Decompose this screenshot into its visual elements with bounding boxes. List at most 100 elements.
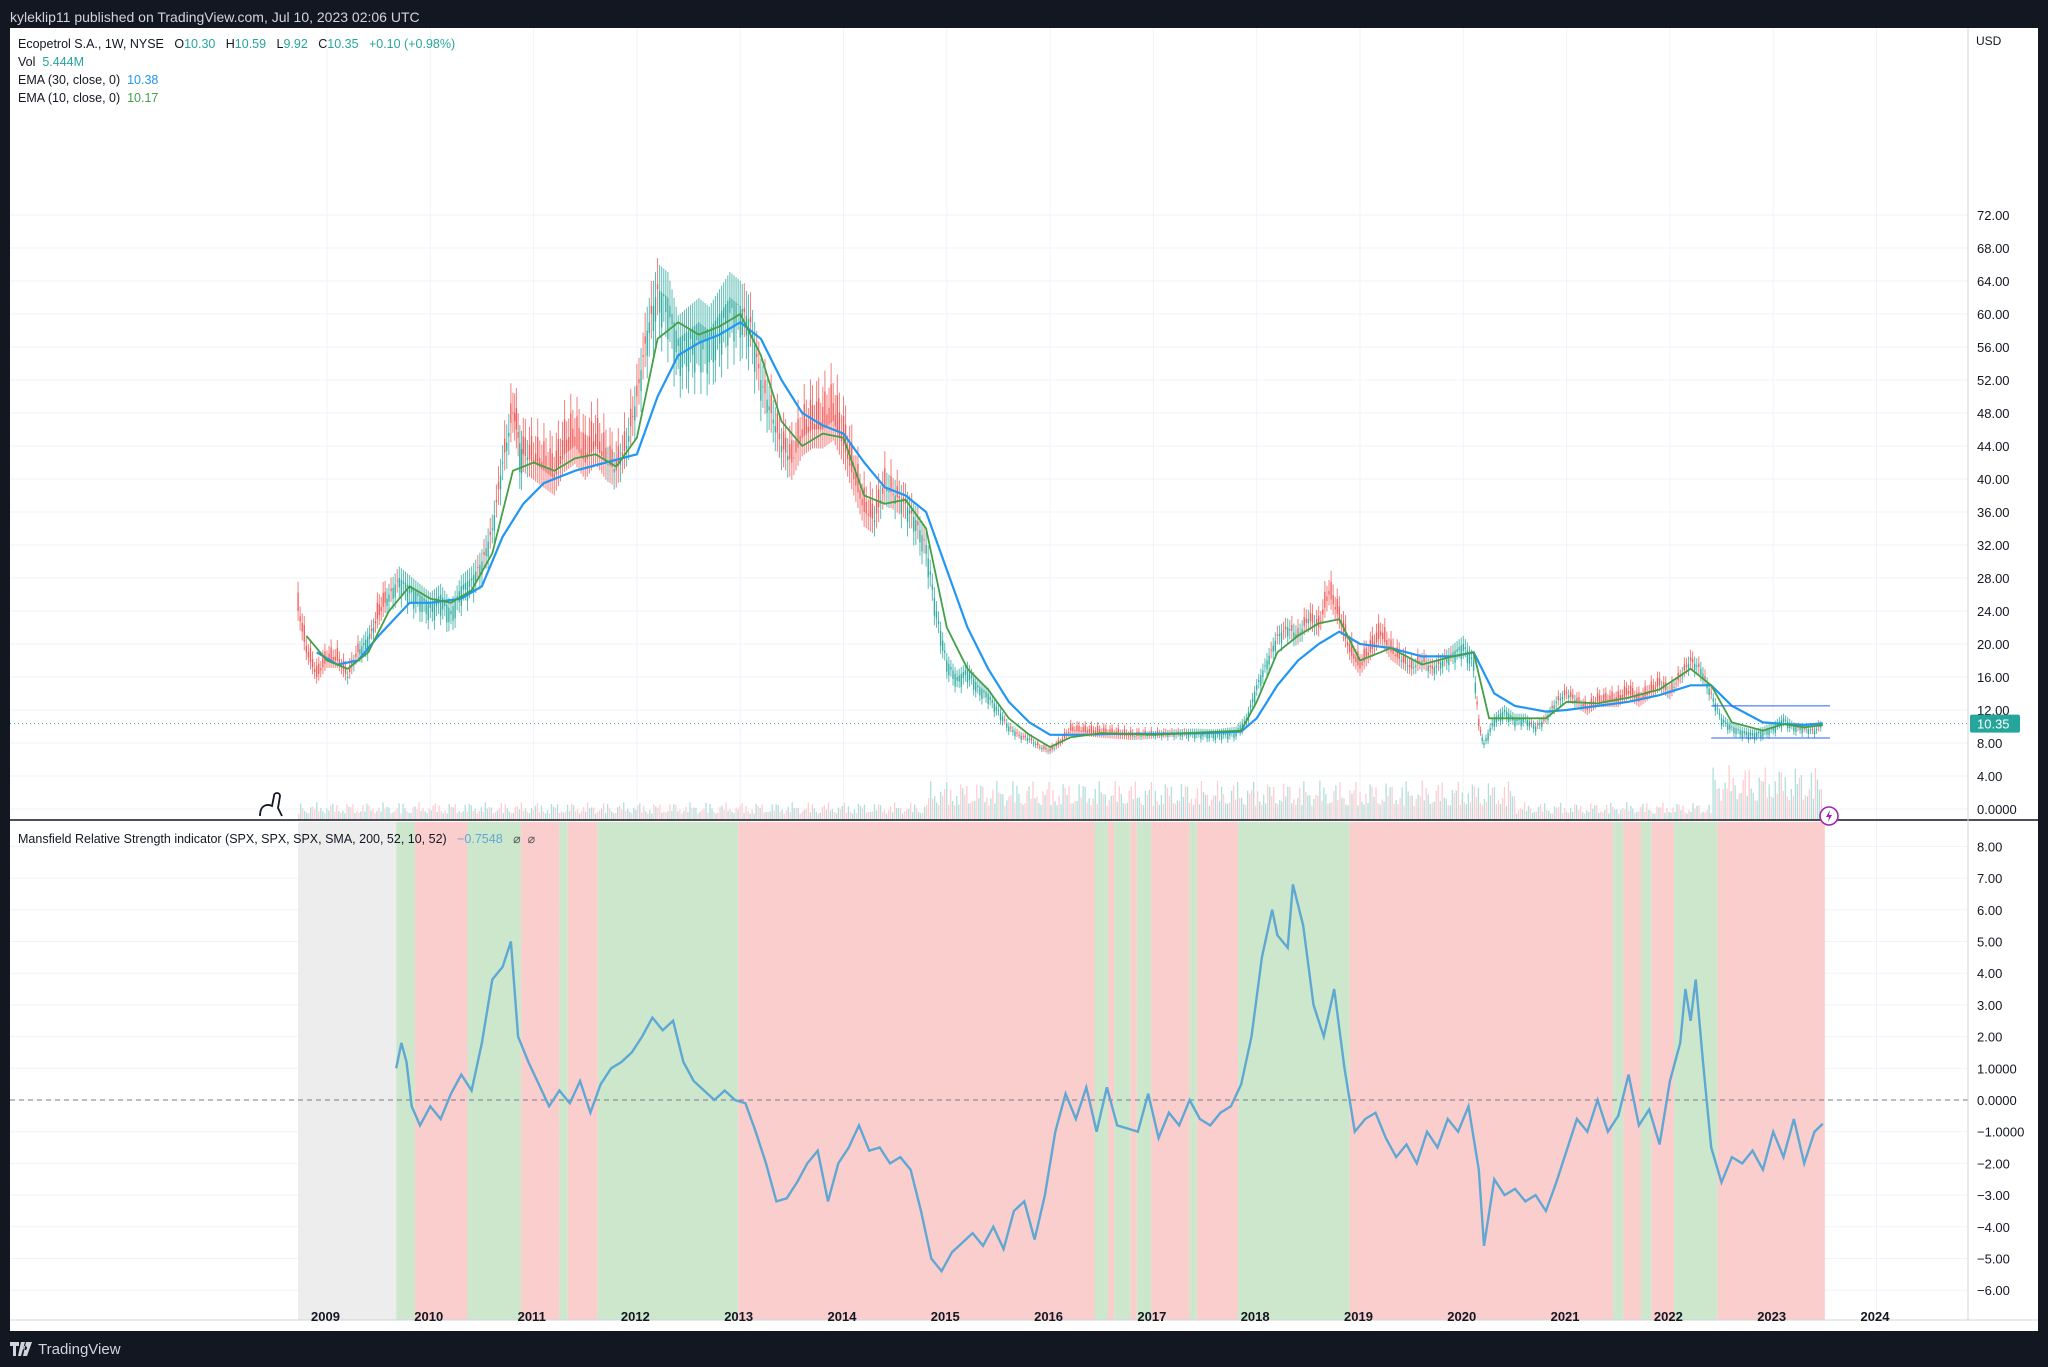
rs-tick-label: 2.00	[1977, 1030, 2002, 1045]
volume-bar	[1586, 810, 1588, 820]
ema10-legend[interactable]: EMA (10, close, 0) 10.17	[18, 91, 158, 105]
candle-body	[1307, 619, 1310, 624]
candle-body	[1171, 731, 1173, 734]
candle-body	[1487, 733, 1489, 741]
volume-bar	[312, 806, 314, 820]
candle-body	[318, 663, 320, 674]
volume-bar	[831, 809, 834, 820]
candle-body	[429, 602, 431, 608]
candle-body	[470, 578, 473, 581]
candle-body	[1382, 632, 1384, 640]
volume-bar	[950, 789, 952, 820]
candle-body	[1720, 718, 1723, 726]
volume-bar	[1808, 789, 1811, 820]
volume-bar	[1445, 798, 1447, 820]
volume-bar	[1142, 805, 1144, 820]
candle-body	[1663, 682, 1665, 689]
candle-body	[634, 406, 636, 421]
chart-canvas[interactable]: USD72.0068.0064.0060.0056.0052.0048.0044…	[10, 28, 2038, 1331]
candle-body	[1598, 695, 1601, 702]
candle-body	[1724, 721, 1727, 723]
candle-body	[1212, 733, 1215, 739]
volume-bar	[302, 808, 304, 820]
volume-bar	[797, 808, 799, 820]
candle-body	[1514, 718, 1516, 727]
candle-body	[398, 578, 401, 588]
volume-bar	[1433, 801, 1435, 820]
price-tick-label: 0.0000	[1977, 802, 2017, 817]
volume-bar	[1154, 790, 1157, 820]
price-tick-label: 48.00	[1977, 406, 2010, 421]
volume-bar	[879, 805, 882, 820]
candle-body	[716, 317, 719, 326]
ema30-legend[interactable]: EMA (30, close, 0) 10.38	[18, 73, 158, 87]
candle-body	[592, 441, 595, 450]
volume-bar	[1702, 811, 1704, 820]
candle-body	[1303, 617, 1305, 626]
volume-bar	[1820, 788, 1823, 820]
volume-bar	[1315, 794, 1317, 820]
volume-bar	[426, 813, 428, 820]
volume-bar	[990, 798, 992, 820]
volume-bar	[924, 806, 926, 820]
volume-bar	[639, 803, 641, 820]
volume-bar	[1108, 799, 1110, 820]
volume-bar	[948, 804, 950, 820]
candle-body	[708, 330, 710, 363]
dino-icon	[259, 792, 283, 817]
rs-band-red	[1196, 822, 1239, 1320]
volume-bar	[1742, 779, 1744, 820]
volume-bar	[430, 810, 432, 820]
candle-body	[1317, 615, 1320, 628]
volume-bar	[580, 810, 583, 820]
volume-bar	[1028, 786, 1030, 820]
candle-body	[1446, 657, 1448, 663]
candle-body	[758, 363, 760, 369]
hide-icon[interactable]: ⌀	[513, 832, 521, 846]
chart-area[interactable]: USD 72.00 68.00 64.00 60.00 56.00 52.00 48.00 44…	[10, 28, 2038, 1331]
volume-bar	[1578, 809, 1580, 820]
candle-body	[822, 406, 824, 430]
volume-bar	[478, 810, 480, 820]
volume-bar	[384, 808, 386, 820]
candle-body	[357, 643, 359, 653]
symbol-title[interactable]: Ecopetrol S.A., 1W, NYSE	[18, 37, 164, 51]
candle-body	[985, 691, 987, 698]
volume-bar	[1507, 781, 1510, 820]
volume-legend[interactable]: Vol 5.444M	[18, 55, 84, 69]
volume-bar	[320, 807, 322, 820]
candle-body	[553, 473, 555, 479]
candle-body	[1470, 657, 1473, 660]
volume-bar	[462, 811, 464, 820]
volume-bar	[679, 809, 681, 820]
volume-bar	[574, 811, 577, 820]
candle-body	[944, 650, 946, 653]
rs-tick-label: 6.00	[1977, 903, 2002, 918]
volume-bar	[1084, 786, 1086, 820]
candle-body	[1202, 732, 1204, 737]
candle-body	[615, 458, 617, 471]
hide-icon[interactable]: ⌀	[527, 832, 536, 846]
volume-bar	[496, 810, 498, 820]
candle-body	[425, 599, 427, 614]
volume-bar	[1034, 798, 1036, 820]
mansfield-legend[interactable]: Mansfield Relative Strength indicator (S…	[18, 831, 535, 846]
candle-body	[1028, 738, 1031, 740]
candle-body	[793, 457, 795, 459]
volume-bar	[1383, 801, 1385, 820]
volume-bar	[869, 811, 872, 820]
candle-body	[607, 464, 609, 466]
volume-bar	[488, 806, 490, 820]
candle-body	[1574, 700, 1576, 703]
volume-bar	[1144, 790, 1146, 820]
candle-body	[366, 636, 369, 654]
volume-bar	[765, 811, 767, 820]
volume-bar	[1018, 793, 1020, 820]
volume-bar	[1339, 782, 1341, 820]
volume-bar	[1754, 800, 1756, 820]
candle-body	[968, 672, 971, 681]
volume-bar	[685, 806, 687, 820]
volume-bar	[613, 813, 615, 820]
volume-bar	[1168, 795, 1171, 820]
volume-bar	[721, 805, 723, 820]
